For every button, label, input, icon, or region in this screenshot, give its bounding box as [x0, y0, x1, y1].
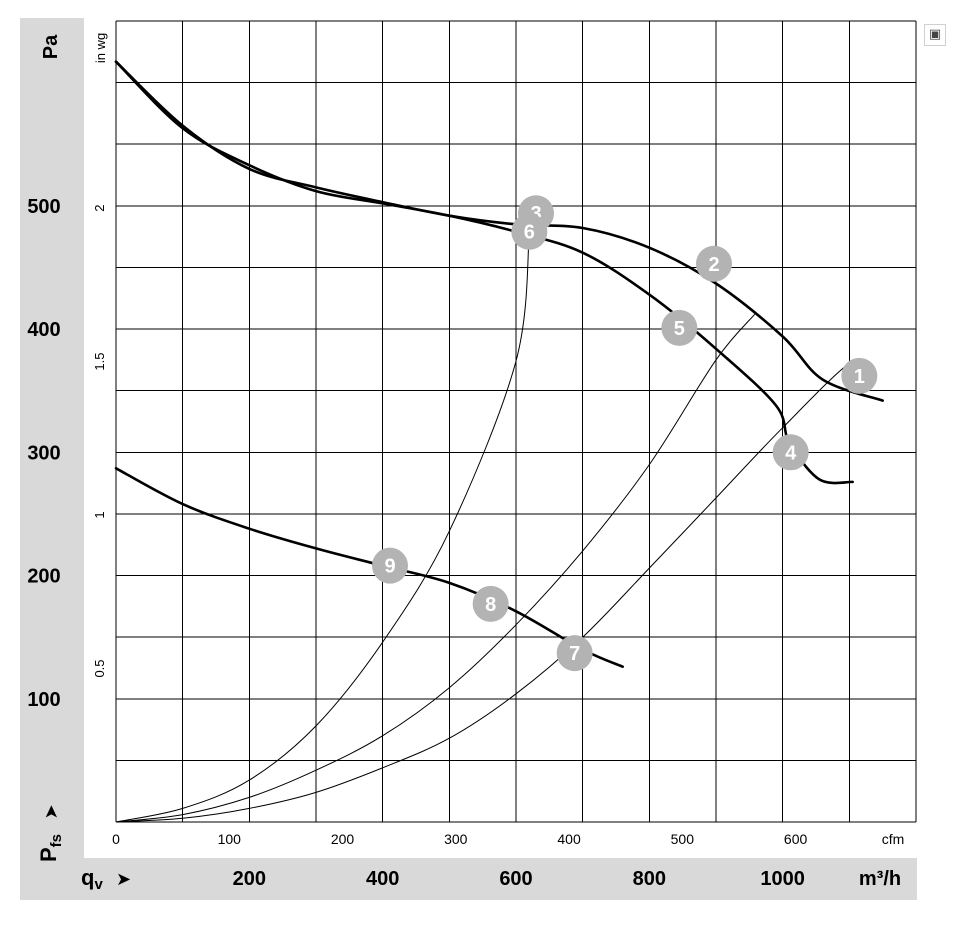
operating-point-7: 7: [556, 635, 593, 672]
inwg-tick-label: 2: [92, 204, 107, 211]
qv-subscript: v: [94, 876, 103, 893]
pa-tick-label: 200: [27, 566, 60, 588]
pa-tick-label: 400: [27, 319, 60, 341]
cfm-tick-label: 600: [784, 831, 808, 847]
operating-point-label: 3: [530, 203, 541, 225]
pa-tick-labels: 100 200 300 400 500: [27, 196, 60, 711]
inwg-tick-label: 1: [92, 511, 107, 518]
m3h-tick-label: 600: [499, 868, 532, 890]
m3h-tick-labels: 200 400 600 800 1000: [233, 868, 805, 890]
operating-point-label: 5: [674, 318, 685, 340]
m3h-tick-label: 200: [233, 868, 266, 890]
operating-point-circle: [696, 245, 732, 282]
operating-point-circle: [661, 309, 698, 346]
operating-point-label: 1: [854, 366, 865, 388]
cfm-tick-label: 400: [557, 831, 581, 847]
qv-symbol: q: [81, 865, 94, 890]
pa-tick-label: 300: [27, 442, 60, 464]
x2-axis-label-qv: qv: [81, 865, 103, 893]
pa-tick-label: 500: [27, 196, 60, 218]
inwg-tick-label: 0.5: [92, 659, 107, 677]
operating-point-circle: [472, 585, 509, 622]
operating-point-8: 8: [472, 585, 509, 622]
system-curve: [115, 361, 860, 823]
system-curves: [115, 234, 860, 823]
operating-point-label: 9: [384, 556, 395, 578]
pa-tick-label: 100: [27, 689, 60, 711]
operating-point-markers: 1 2 3 4 5 6 7 8 9: [372, 195, 878, 672]
operating-point-4: 4: [772, 434, 809, 471]
inwg-tick-labels: 0.5 1 1.5 2: [92, 204, 107, 677]
y2-axis-label-inwg: in wg: [93, 33, 108, 63]
cfm-tick-label: 500: [671, 831, 695, 847]
operating-point-circle: [511, 213, 548, 250]
chart-grid: [115, 20, 917, 823]
cfm-tick-label: 200: [331, 831, 355, 847]
m3h-tick-label: 1000: [760, 868, 805, 890]
operating-point-6: 6: [511, 213, 548, 250]
operating-point-circle: [772, 434, 809, 471]
cfm-tick-label: 300: [444, 831, 468, 847]
cfm-tick-labels: 0 100 200 300 400 500 600: [112, 831, 807, 847]
y-axis-label-pa: Pa: [40, 34, 62, 59]
operating-point-circle: [556, 635, 593, 672]
fan-curve: [114, 60, 884, 402]
operating-point-circle: [841, 357, 878, 394]
x2-axis-arrow: ➤: [116, 869, 131, 889]
operating-point-label: 4: [785, 442, 797, 464]
inwg-tick-label: 1.5: [92, 353, 107, 371]
bottom-axis-band: [20, 858, 917, 900]
cfm-tick-label: 100: [218, 831, 242, 847]
m3h-tick-label: 800: [633, 868, 666, 890]
operating-point-5: 5: [661, 309, 698, 346]
operating-point-1: 1: [841, 357, 878, 394]
operating-point-circle: [372, 547, 408, 584]
operating-point-2: 2: [696, 245, 732, 282]
cfm-tick-label: 0: [112, 831, 120, 847]
pfs-subscript: fs: [48, 834, 65, 847]
system-curve: [115, 313, 756, 823]
system-curve: [115, 234, 530, 823]
operating-point-label: 2: [708, 254, 719, 276]
y-axis-arrow: ➤: [41, 804, 61, 819]
fan-curve: [114, 60, 854, 485]
operating-point-label: 8: [485, 594, 496, 616]
expand-icon[interactable]: ▣: [924, 24, 946, 46]
left-axis-band: [20, 18, 84, 900]
y-axis-label-pfs: Pfs: [36, 834, 65, 862]
x-axis-label-cfm: cfm: [882, 831, 905, 847]
operating-point-9: 9: [372, 547, 408, 584]
pfs-symbol: P: [36, 847, 61, 862]
x2-axis-label-m3h: m³/h: [859, 868, 901, 890]
operating-point-label: 7: [569, 643, 580, 665]
m3h-tick-label: 400: [366, 868, 399, 890]
operating-point-label: 6: [524, 222, 535, 244]
